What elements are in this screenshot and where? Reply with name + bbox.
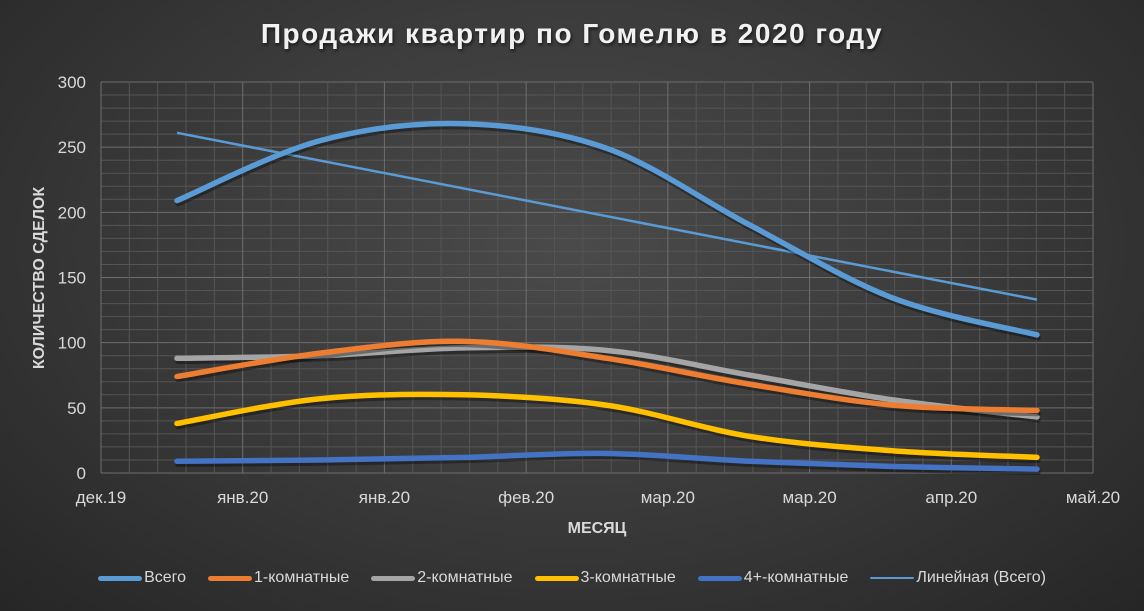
legend-swatch bbox=[371, 575, 416, 581]
x-tick-label: май.20 bbox=[1066, 488, 1120, 507]
series-line bbox=[174, 338, 1040, 414]
y-tick-label: 250 bbox=[58, 138, 86, 157]
y-tick-label: 100 bbox=[58, 334, 86, 353]
y-axis-ticks: 0 50 100 150 200 250 300 bbox=[58, 73, 86, 483]
y-axis-title: КОЛИЧЕСТВО СДЕЛОК bbox=[31, 187, 48, 370]
x-tick-label: фев.20 bbox=[498, 488, 554, 507]
legend-label: Линейная (Всего) bbox=[916, 569, 1046, 586]
series-line bbox=[174, 450, 1040, 472]
x-axis-title: МЕСЯЦ bbox=[568, 520, 627, 537]
x-tick-label: апр.20 bbox=[925, 488, 977, 507]
y-tick-label: 200 bbox=[58, 203, 86, 222]
y-tick-label: 0 bbox=[77, 464, 86, 483]
y-tick-label: 150 bbox=[58, 269, 86, 288]
legend-swatch bbox=[697, 575, 742, 581]
legend-item: Всего bbox=[98, 569, 186, 587]
legend-swatch bbox=[534, 575, 579, 581]
series-lines bbox=[174, 120, 1041, 475]
legend-swatch bbox=[98, 575, 143, 581]
series-line bbox=[174, 120, 1040, 338]
y-tick-label: 50 bbox=[67, 399, 86, 418]
legend-label: 3-комнатные bbox=[580, 569, 676, 586]
legend-label: Всего bbox=[144, 569, 187, 586]
y-tick-label: 300 bbox=[58, 73, 86, 92]
x-axis-ticks: дек.19 янв.20 янв.20 фев.20 мар.20 мар.20 апр.… bbox=[76, 488, 1120, 507]
legend-label: 1-комнатные bbox=[254, 569, 350, 586]
trendline bbox=[176, 131, 1038, 301]
legend-label: 4+-комнатные bbox=[743, 569, 849, 586]
legend-item: 2-комнатные bbox=[371, 569, 513, 587]
legend-item: 4+-комнатные bbox=[697, 569, 849, 587]
x-tick-label: дек.19 bbox=[76, 488, 126, 507]
legend-item: 1-комнатные bbox=[208, 569, 349, 587]
legend-item: 3-комнатные bbox=[534, 569, 676, 587]
x-tick-label: мар.20 bbox=[641, 488, 695, 507]
x-tick-label: янв.20 bbox=[359, 488, 410, 507]
chart-title: Продажи квартир по Гомелю в 2020 году bbox=[260, 18, 884, 49]
legend: Всего 1-комнатные 2-комнатные 3-комнатные 4+… bbox=[0, 569, 1144, 587]
x-tick-label: мар.20 bbox=[782, 488, 836, 507]
x-tick-label: янв.20 bbox=[217, 488, 268, 507]
legend-swatch bbox=[208, 575, 253, 581]
legend-label: 2-комнатные bbox=[417, 569, 513, 586]
legend-swatch bbox=[870, 577, 915, 579]
legend-item: Линейная (Всего) bbox=[870, 569, 1046, 587]
series-line bbox=[174, 391, 1040, 461]
